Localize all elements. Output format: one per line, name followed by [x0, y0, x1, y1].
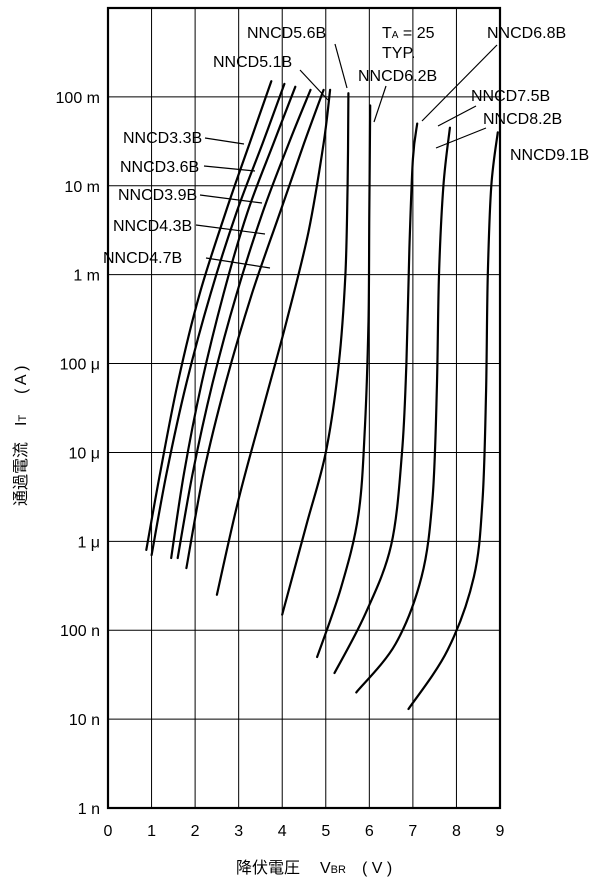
- series-curves: [145, 80, 499, 711]
- y-tick-labels: 1 n 10 n 100 n 1 μ 10 μ 100 μ 1 m 10 m 100 m: [56, 90, 100, 818]
- condition-temperature: TA = 25: [382, 25, 435, 42]
- leader-nncd7-5b: [437, 105, 477, 127]
- y-axis-label-main: 通過電流: [12, 442, 30, 506]
- y-tick-label: 10 n: [69, 712, 100, 729]
- y-tick-label: 1 μ: [77, 534, 100, 551]
- series-label-nncd9-1b: NNCD9.1B: [510, 147, 589, 164]
- series-line-nncd3-9b: [170, 85, 297, 560]
- series-label-nncd5-1b: NNCD5.1B: [213, 54, 292, 71]
- series-line-nncd5-1b: [215, 88, 332, 596]
- x-tick-label: 3: [234, 823, 243, 840]
- condition-typical: TYP.: [382, 45, 416, 62]
- leader-nncd3-9b: [199, 194, 263, 204]
- label-leaders: [195, 43, 498, 269]
- series-line-nncd3-3b: [145, 80, 273, 551]
- x-tick-label: 7: [408, 823, 417, 840]
- x-axis-label-main: 降伏電圧: [236, 859, 300, 877]
- condition-note: TA = 25 TYP.: [382, 25, 435, 62]
- leader-nncd6-2b: [373, 85, 387, 123]
- y-tick-label: 1 m: [73, 268, 100, 285]
- series-label-nncd4-3b: NNCD4.3B: [113, 218, 192, 235]
- series-label-nncd3-6b: NNCD3.6B: [120, 159, 199, 176]
- y-tick-label: 1 n: [78, 801, 100, 818]
- leader-nncd6-8b: [421, 44, 498, 122]
- x-tick-labels: 0 1 2 3 4 5 6 7 8 9: [104, 823, 505, 840]
- x-tick-label: 8: [452, 823, 461, 840]
- series-line-nncd4-3b: [176, 88, 312, 560]
- series-label-nncd5-6b: NNCD5.6B: [247, 25, 326, 42]
- series-labels: NNCD3.3B NNCD3.6B NNCD3.9B NNCD4.3B NNCD4.7B…: [103, 25, 589, 267]
- x-tick-label: 4: [278, 823, 287, 840]
- series-line-nncd5-6b: [281, 92, 350, 616]
- y-axis-label-unit: ( A ): [13, 366, 30, 394]
- leader-nncd5-6b: [334, 43, 348, 89]
- x-tick-label: 6: [365, 823, 374, 840]
- grid: [107, 8, 501, 809]
- leader-nncd8-2b: [435, 127, 487, 149]
- series-label-nncd8-2b: NNCD8.2B: [483, 111, 562, 128]
- x-tick-label: 0: [104, 823, 113, 840]
- series-label-nncd3-3b: NNCD3.3B: [123, 130, 202, 147]
- leader-nncd3-3b: [204, 137, 245, 145]
- y-tick-label: 100 m: [56, 90, 100, 107]
- y-axis-label-symbol: IT: [13, 415, 30, 426]
- leader-nncd4-3b: [195, 224, 266, 235]
- x-tick-label: 2: [191, 823, 200, 840]
- x-axis-label-symbol: VBR: [320, 860, 346, 877]
- x-tick-label: 1: [147, 823, 156, 840]
- series-line-nncd8-2b: [407, 131, 499, 711]
- series-line-nncd4-7b: [185, 88, 325, 570]
- series-label-nncd4-7b: NNCD4.7B: [103, 250, 182, 267]
- leader-nncd5-1b: [299, 69, 329, 101]
- series-line-nncd6-8b: [333, 122, 419, 675]
- series-label-nncd7-5b: NNCD7.5B: [471, 88, 550, 105]
- x-tick-label: 5: [321, 823, 330, 840]
- series-line-nncd3-6b: [150, 82, 286, 557]
- y-axis-title: 通過電流 IT ( A ): [12, 366, 30, 506]
- y-tick-label: 100 n: [60, 623, 100, 640]
- leader-nncd3-6b: [203, 165, 256, 172]
- series-label-nncd6-8b: NNCD6.8B: [487, 25, 566, 42]
- leader-nncd4-7b: [205, 257, 271, 269]
- y-tick-label: 10 μ: [69, 445, 100, 462]
- series-line-nncd6-2b: [316, 104, 372, 659]
- y-tick-label: 10 m: [64, 179, 100, 196]
- series-label-nncd6-2b: NNCD6.2B: [358, 68, 437, 85]
- plot-frame: [106, 6, 502, 810]
- x-axis-label-unit: ( V ): [362, 860, 392, 877]
- series-line-nncd7-5b: [355, 126, 451, 694]
- x-tick-label: 9: [496, 823, 505, 840]
- series-label-nncd3-9b: NNCD3.9B: [118, 187, 197, 204]
- x-axis-title: 降伏電圧 VBR ( V ): [236, 859, 392, 877]
- y-tick-label: 100 μ: [60, 357, 100, 374]
